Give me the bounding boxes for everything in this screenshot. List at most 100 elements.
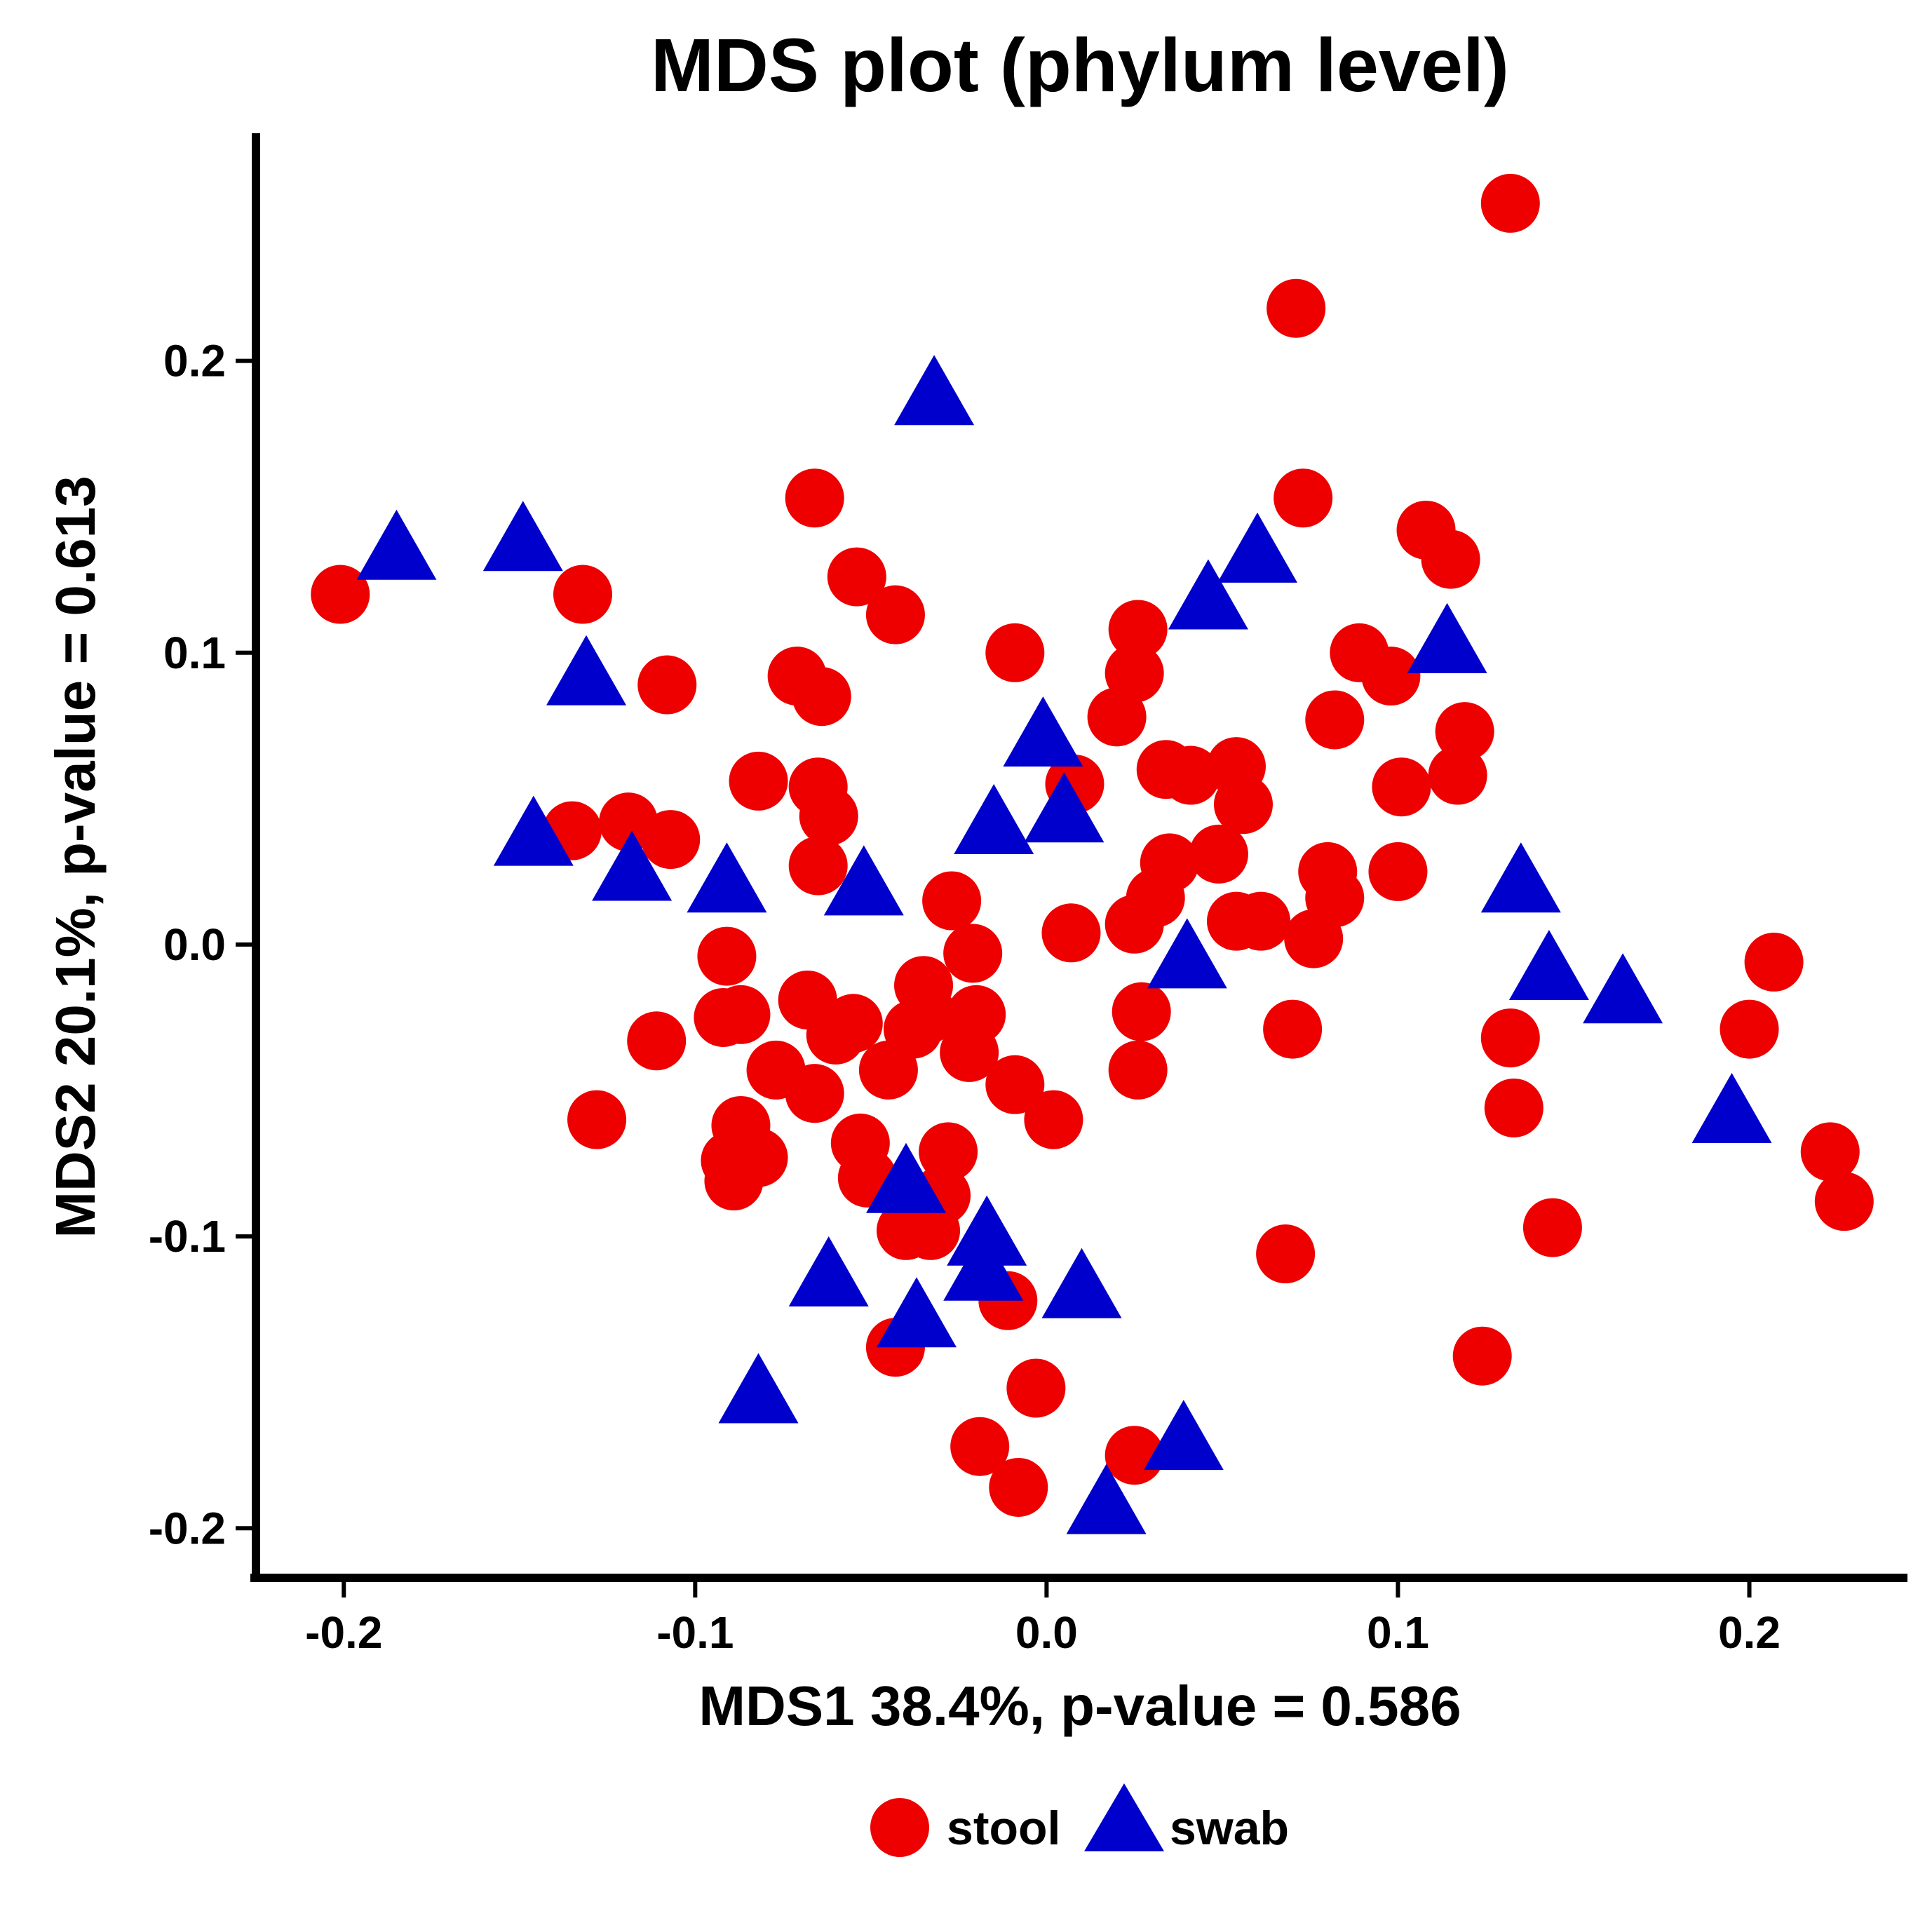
stool-point	[950, 1417, 1010, 1476]
stool-point	[1266, 278, 1326, 338]
swab-point	[1583, 953, 1663, 1024]
stool-point	[1274, 468, 1333, 528]
swab-point	[894, 355, 975, 426]
stool-point	[1435, 702, 1494, 762]
swab-point	[1508, 930, 1589, 1000]
stool-point	[1006, 1358, 1066, 1418]
legend-swab-marker	[1084, 1783, 1164, 1851]
stool-point	[1263, 999, 1323, 1059]
legend: stool swab	[870, 1783, 1289, 1857]
y-tick-label: 0.0	[163, 919, 226, 970]
swab-point	[1168, 559, 1248, 630]
x-tick-label: 0.0	[1015, 1607, 1078, 1658]
x-tick-label: -0.1	[656, 1607, 734, 1658]
stool-point	[1744, 932, 1804, 992]
swab-point	[1041, 1248, 1122, 1318]
chart-title: MDS plot (phylum level)	[651, 22, 1509, 107]
stool-point	[940, 1022, 999, 1082]
stool-point	[1112, 982, 1171, 1041]
stool-point	[1206, 737, 1266, 797]
y-axis-title: MDS2 20.1%, p-value = 0.613	[44, 475, 107, 1238]
stool-point	[1361, 647, 1421, 706]
stool-point	[858, 1040, 918, 1100]
y-axis-ticks: -0.2 -0.1 0.0 0.1 0.2	[149, 336, 252, 1553]
swab-point	[823, 845, 904, 916]
stool-point	[1041, 903, 1101, 963]
stool-point	[1189, 824, 1248, 884]
stool-point	[1720, 999, 1779, 1059]
stool-point	[788, 836, 848, 896]
data-points	[311, 173, 1874, 1534]
stool-point	[1368, 842, 1428, 901]
stool-point	[567, 1090, 627, 1149]
swab-point	[356, 509, 437, 580]
swab-point	[493, 795, 574, 866]
stool-point	[1522, 1198, 1582, 1257]
legend-swab-label: swab	[1170, 1802, 1289, 1855]
stool-point	[1305, 690, 1365, 750]
stool-point	[1814, 1172, 1874, 1231]
stool-point	[943, 924, 1003, 983]
swab-point	[788, 1236, 869, 1306]
stool-point	[792, 667, 851, 727]
x-axis-ticks: -0.2 -0.1 0.0 0.1 0.2	[305, 1582, 1781, 1658]
stool-point	[637, 655, 697, 715]
swab-point	[1407, 602, 1487, 673]
stool-point	[711, 985, 771, 1044]
stool-point	[553, 565, 612, 624]
stool-point	[1284, 909, 1344, 968]
x-tick-label: -0.2	[305, 1607, 382, 1658]
swab-point	[877, 1277, 957, 1348]
stool-point	[785, 468, 844, 528]
stool-point	[641, 810, 701, 870]
y-tick-label: -0.2	[149, 1503, 226, 1553]
y-tick-label: 0.1	[163, 628, 226, 678]
swab-point	[482, 501, 563, 572]
y-tick-label: 0.2	[163, 336, 226, 386]
swab-point	[592, 830, 673, 901]
stool-point	[865, 585, 925, 644]
stool-point	[1480, 173, 1540, 233]
stool-point	[1428, 745, 1487, 805]
swab-point	[1003, 696, 1083, 767]
stool-point	[729, 751, 788, 811]
swab-point	[947, 1195, 1027, 1266]
swab-point	[1147, 918, 1227, 989]
swab-point	[1691, 1073, 1772, 1143]
x-tick-label: 0.1	[1367, 1607, 1429, 1658]
stool-point	[985, 623, 1045, 682]
swab-point	[1024, 772, 1105, 843]
stool-point	[1105, 1426, 1164, 1485]
swab-point	[687, 842, 767, 913]
stool-point	[1452, 1326, 1512, 1386]
stool-point	[1108, 1040, 1168, 1100]
stool-point	[989, 1457, 1048, 1517]
swab-point	[1143, 1400, 1224, 1471]
stool-point	[985, 1055, 1045, 1114]
stool-point	[704, 1151, 764, 1211]
swab-point	[718, 1353, 799, 1424]
legend-stool-marker	[870, 1798, 929, 1857]
x-axis-title: MDS1 38.4%, p-value = 0.586	[698, 1675, 1461, 1737]
stool-point	[1484, 1078, 1543, 1137]
stool-point	[1087, 687, 1147, 747]
stool-point	[827, 547, 886, 607]
swab-point	[954, 784, 1034, 854]
stool-point	[1800, 1122, 1860, 1182]
stool-point	[1108, 600, 1168, 659]
y-tick-label: -0.1	[149, 1211, 226, 1262]
swab-point	[866, 1142, 946, 1213]
swab-point	[1066, 1464, 1147, 1534]
stool-point	[1421, 529, 1480, 589]
stool-point	[919, 1122, 978, 1182]
stool-point	[311, 565, 370, 624]
stool-point	[697, 926, 757, 986]
swab-point	[546, 635, 626, 705]
legend-stool-label: stool	[947, 1802, 1060, 1855]
stool-point	[922, 871, 982, 931]
stool-point	[1105, 894, 1164, 954]
stool-point	[1206, 891, 1266, 951]
swab-point	[1480, 842, 1561, 913]
stool-point	[901, 1201, 961, 1260]
